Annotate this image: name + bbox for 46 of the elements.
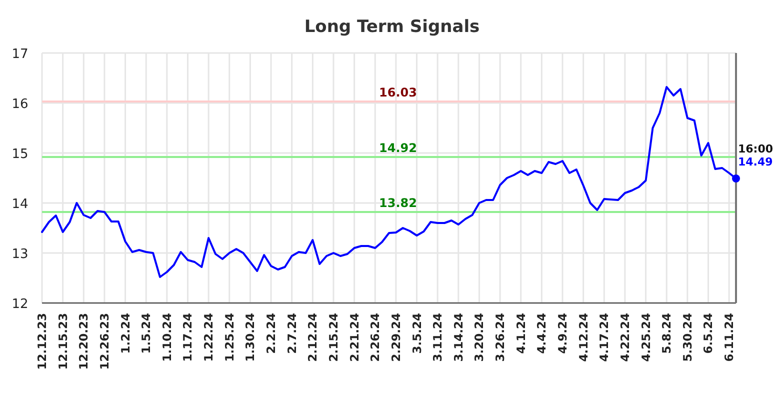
- x-tick-label: 3.5.24: [410, 313, 424, 354]
- x-tick-label: 12.12.23: [35, 313, 49, 370]
- x-tick-label: 3.11.24: [430, 313, 445, 362]
- y-tick-label: 16: [12, 97, 28, 112]
- y-tick-label: 15: [12, 147, 28, 162]
- chart-title: Long Term Signals: [304, 17, 480, 37]
- x-tick-label: 2.2.24: [264, 313, 278, 354]
- x-tick-label: 12.15.23: [56, 313, 70, 370]
- x-tick-label: 3.20.24: [472, 313, 486, 362]
- x-tick-label: 4.22.24: [618, 313, 632, 362]
- x-tick-label: 1.25.24: [222, 313, 236, 362]
- y-tick-label: 17: [12, 47, 28, 62]
- x-tick-label: 4.25.24: [638, 313, 653, 362]
- x-tick-label: 2.21.24: [347, 313, 362, 362]
- x-tick-label: 2.15.24: [326, 313, 340, 362]
- x-tick-label: 1.22.24: [202, 313, 216, 362]
- x-tick-label: 3.26.24: [493, 313, 508, 362]
- x-tick-label: 6.11.24: [722, 313, 736, 362]
- x-tick-label: 4.1.24: [514, 313, 528, 354]
- x-tick-label: 12.20.23: [76, 313, 91, 370]
- x-tick-label: 4.12.24: [576, 313, 590, 362]
- x-tick-label: 6.5.24: [701, 313, 716, 354]
- ref-line-label: 16.03: [379, 86, 417, 100]
- y-tick-label: 13: [12, 247, 28, 262]
- ref-line-label: 14.92: [379, 141, 417, 155]
- ref-line-label: 13.82: [379, 196, 417, 210]
- x-tick-label: 4.17.24: [597, 313, 612, 362]
- x-tick-label: 5.8.24: [660, 313, 674, 354]
- y-tick-label: 12: [12, 297, 28, 312]
- y-tick-label: 14: [12, 197, 28, 212]
- x-tick-label: 1.5.24: [139, 313, 154, 354]
- x-tick-label: 4.4.24: [534, 313, 549, 354]
- text: 16:00: [738, 142, 774, 156]
- x-tick-label: 2.7.24: [284, 313, 299, 354]
- data-label: 14.49: [738, 156, 773, 168]
- x-tick-label: 2.12.24: [306, 313, 320, 362]
- x-tick-label: 1.17.24: [180, 313, 195, 362]
- x-tick-label: 3.14.24: [451, 313, 466, 362]
- x-tick-label: 1.30.24: [243, 313, 258, 362]
- x-tick-label: 1.2.24: [118, 313, 132, 354]
- x-tick-label: 4.9.24: [556, 313, 570, 354]
- x-tick-label: 2.26.24: [368, 313, 382, 362]
- x-tick-label: 2.29.24: [388, 313, 403, 362]
- x-tick-label: 1.10.24: [160, 313, 174, 362]
- x-tick-label: 5.30.24: [680, 313, 694, 362]
- x-tick-label: 12.26.23: [97, 313, 112, 370]
